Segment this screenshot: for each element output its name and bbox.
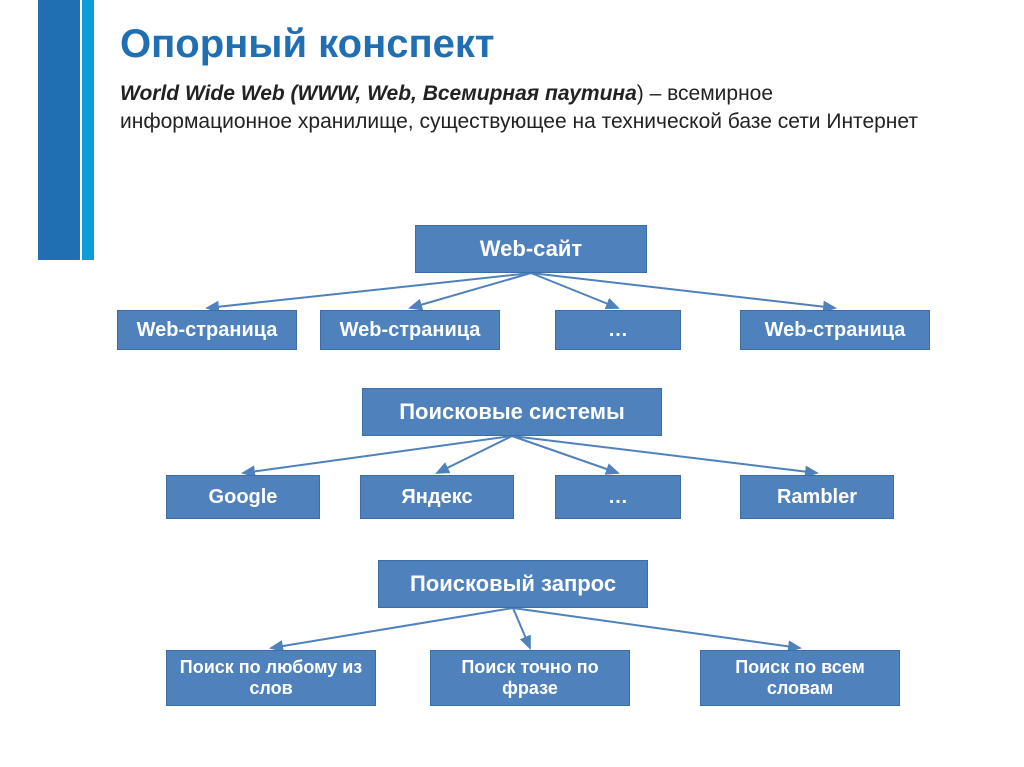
diagram-node-c2d: Rambler <box>740 475 894 519</box>
diagram-node-c1a: Web-страница <box>117 310 297 350</box>
diagram-node-c2b: Яндекс <box>360 475 514 519</box>
page-title: Опорный конспект <box>120 22 495 67</box>
description-text: World Wide Web (WWW, Web, Всемирная паут… <box>120 80 940 137</box>
diagram-node-c3c: Поиск по всем словам <box>700 650 900 706</box>
diagram-node-c2c: … <box>555 475 681 519</box>
diagram-node-n1: Web-сайт <box>415 225 647 273</box>
diagram-node-c3a: Поиск по любому из слов <box>166 650 376 706</box>
sidebar-bar-1 <box>38 0 80 260</box>
diagram-node-c3b: Поиск точно по фразе <box>430 650 630 706</box>
description-bold: World Wide Web (WWW, Web, Всемирная паут… <box>120 82 637 105</box>
diagram-node-c2a: Google <box>166 475 320 519</box>
diagram-node-c1b: Web-страница <box>320 310 500 350</box>
sidebar-bar-2 <box>82 0 94 260</box>
diagram-node-c1d: Web-страница <box>740 310 930 350</box>
diagram-node-n3: Поисковый запрос <box>378 560 648 608</box>
diagram-node-n2: Поисковые системы <box>362 388 662 436</box>
diagram-node-c1c: … <box>555 310 681 350</box>
sidebar-accent <box>0 0 90 260</box>
